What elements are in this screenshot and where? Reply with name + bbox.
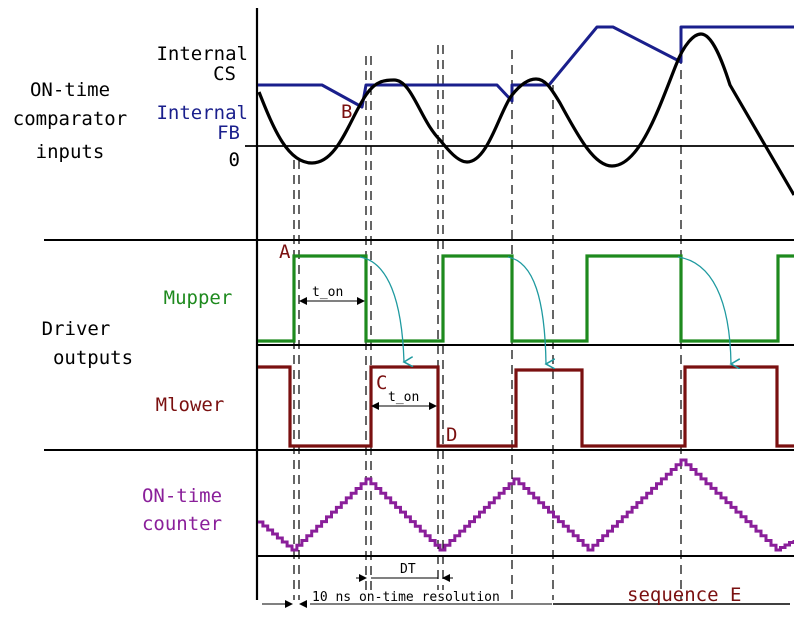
mlower-label: Mlower xyxy=(156,394,225,416)
dt-label: DT xyxy=(400,562,416,577)
internal-cs-label-line2: CS xyxy=(213,63,236,85)
section-comparator-line3: inputs xyxy=(36,141,105,163)
point-b-label: B xyxy=(341,101,352,123)
internal-fb-label-line2: FB xyxy=(217,122,240,144)
internal-fb-label-line1: Internal xyxy=(156,102,248,124)
mlower-signal xyxy=(258,365,794,448)
counter-label-line2: counter xyxy=(142,513,222,535)
zero-label: 0 xyxy=(229,149,240,171)
point-c-label: C xyxy=(376,372,387,394)
section-driver-line1: Driver xyxy=(42,318,111,340)
section-driver-line2: outputs xyxy=(53,347,133,369)
section-comparator-line2: comparator xyxy=(13,108,127,130)
propagation-arrows xyxy=(359,256,731,364)
t-on-lower-label: t_on xyxy=(388,390,419,405)
point-a-label: A xyxy=(279,241,291,263)
t-on-upper-label: t_on xyxy=(312,285,343,300)
mupper-label: Mupper xyxy=(164,287,233,309)
counter-label-line1: ON-time xyxy=(142,485,222,507)
comparator-ramp-signal xyxy=(257,32,794,196)
internal-cs-fb-signal xyxy=(258,25,794,109)
point-d-label: D xyxy=(446,424,457,446)
internal-cs-label-line1: Internal xyxy=(156,43,248,65)
on-time-counter-signal xyxy=(258,458,794,552)
sequence-e-label: sequence E xyxy=(627,584,741,606)
section-comparator-line1: ON-time xyxy=(30,79,110,101)
resolution-label: 10 ns on-time resolution xyxy=(312,590,500,605)
